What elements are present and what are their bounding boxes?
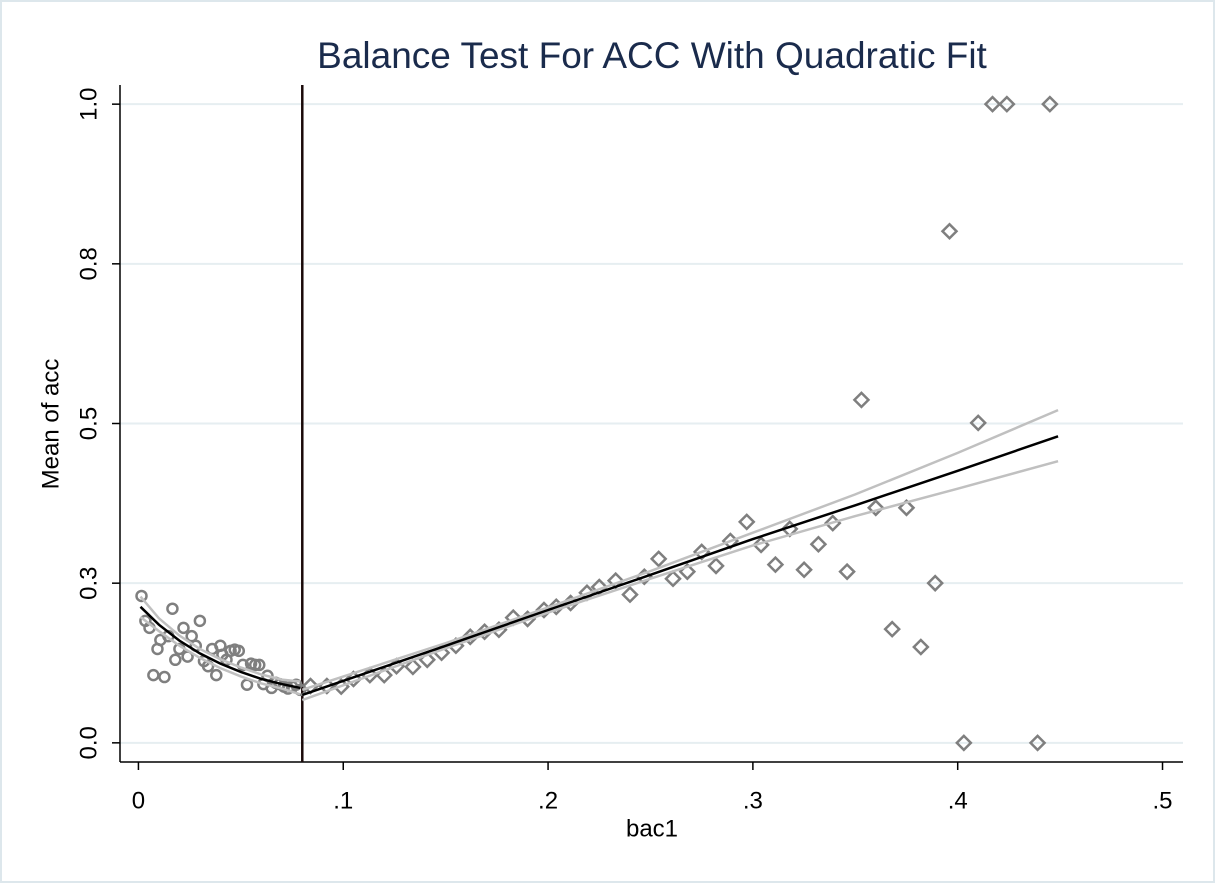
diamond-point [809,535,828,553]
diamond-point [404,658,422,676]
diamond-point [867,499,885,517]
diamond-point [969,414,987,432]
y-tick-label: 0.8 [75,247,102,280]
diamond-point [795,560,813,579]
y-tick-label: 0.3 [75,566,102,599]
circle-point [147,668,160,682]
x-tick-label: .1 [333,787,353,814]
y-tick-label: 1.0 [75,87,102,120]
y-axis-title: Mean of acc [37,359,64,490]
diamond-point [664,569,682,588]
diamond-point [649,550,668,568]
diamond-point [998,95,1016,113]
diamond-point [912,638,930,656]
diamond-point [897,499,916,517]
circle-point [253,658,266,672]
circle-point [193,614,207,628]
circle-point [210,668,223,682]
diamond-point [590,578,609,596]
diamond-point [1028,734,1047,752]
y-tick-label: 0.0 [75,726,102,759]
circle-point [158,670,171,684]
x-tick-label: .4 [948,787,968,814]
circle-point [177,621,190,635]
x-tick-label: .5 [1153,787,1173,814]
x-tick-label: .2 [538,787,558,814]
diamond-point [707,557,725,575]
diamond-point [940,222,959,241]
diamond-point [983,95,1002,113]
circle-point [248,658,262,672]
diamond-point [1041,95,1059,113]
diamond-point [926,574,944,592]
diamond-point [737,513,756,531]
fit-line [301,435,1059,697]
x-axis-title: bac1 [626,815,678,842]
fit-line [301,408,1059,692]
diamond-point [838,562,856,581]
chart-title: Balance Test For ACC With Quadratic Fit [317,35,987,76]
diamond-point [621,585,639,604]
circle-point [166,602,179,615]
diamond-point [955,734,973,752]
circle-point [135,589,148,603]
fit-line [301,459,1059,702]
diamond-point [766,555,785,574]
diamond-point [852,391,871,409]
circle-point [232,644,246,658]
x-tick-label: .3 [743,787,763,814]
y-tick-label: 0.5 [75,407,102,440]
circle-point [169,653,182,667]
fit-line [139,595,301,683]
fit-line [139,605,301,690]
x-tick-label: 0 [132,787,145,814]
fit-line [139,616,301,696]
circle-point [236,658,250,672]
diamond-point [883,620,901,638]
